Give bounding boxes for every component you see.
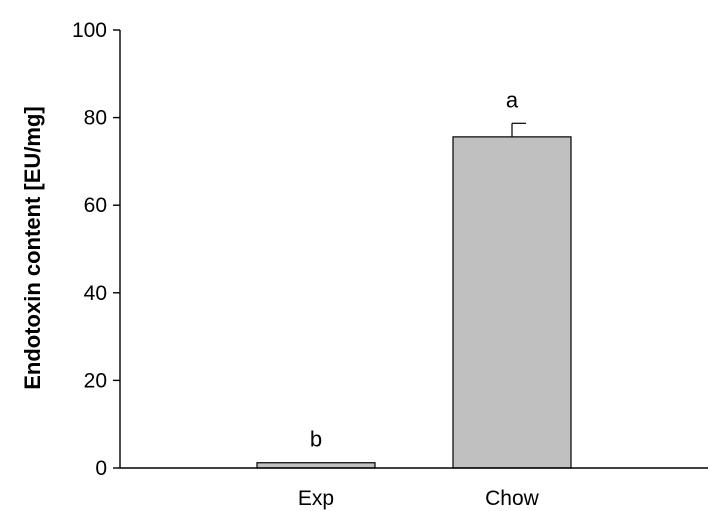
y-axis-label: Endotoxin content [EU/mg] — [20, 106, 45, 390]
bar-exp — [256, 462, 376, 469]
x-tick-label: Exp — [298, 487, 334, 510]
y-tick-label: 100 — [72, 19, 107, 42]
significance-label-exp: b — [310, 427, 322, 452]
y-tick-label: 20 — [84, 369, 107, 392]
y-tick-label: 40 — [84, 282, 107, 305]
y-tick-label: 60 — [84, 194, 107, 217]
significance-label-chow: a — [506, 87, 519, 112]
category-labels: Exp Chow — [298, 487, 540, 510]
bars: ba — [256, 87, 572, 469]
bar-chow — [452, 136, 572, 469]
y-tick-label: 0 — [95, 457, 107, 480]
x-tick-label: Chow — [485, 487, 540, 510]
y-tick-label: 80 — [84, 107, 107, 130]
y-axis-ticks: 0 20 40 60 80 100 — [72, 19, 120, 480]
